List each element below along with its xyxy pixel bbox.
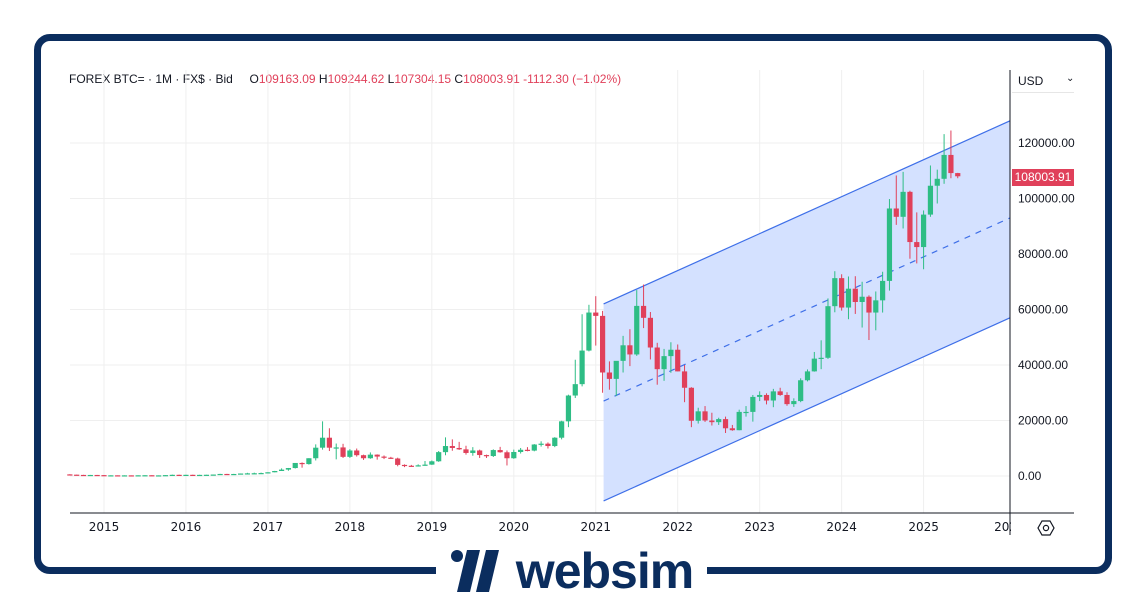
- low-label: L: [387, 72, 395, 86]
- svg-text:2020: 2020: [499, 520, 530, 534]
- websim-mark-icon: [450, 550, 499, 592]
- svg-text:120000.00: 120000.00: [1018, 136, 1075, 150]
- high-label: H: [318, 72, 328, 86]
- chevron-down-icon: ⌄: [1066, 73, 1075, 84]
- close-label: C: [454, 72, 464, 86]
- svg-text:2023: 2023: [744, 520, 775, 534]
- svg-text:2018: 2018: [335, 520, 366, 534]
- svg-text:2017: 2017: [253, 520, 284, 534]
- open-value: 109163.09: [258, 72, 316, 86]
- svg-text:2016: 2016: [171, 520, 202, 534]
- svg-text:0.00: 0.00: [1018, 469, 1042, 483]
- svg-text:2025: 2025: [908, 520, 939, 534]
- open-label: O: [249, 72, 259, 86]
- currency-selector[interactable]: USD ⌄: [1012, 68, 1074, 93]
- svg-text:2024: 2024: [826, 520, 857, 534]
- symbol-legend: FOREX BTC= · 1M · FX$ · Bid O109163.09 H…: [69, 72, 622, 86]
- low-value: 107304.15: [394, 72, 452, 86]
- svg-text:2019: 2019: [417, 520, 448, 534]
- close-value: 108003.91: [463, 72, 520, 86]
- svg-text:80000.00: 80000.00: [1018, 247, 1068, 261]
- svg-text:20000.00: 20000.00: [1018, 414, 1068, 428]
- svg-text:60000.00: 60000.00: [1018, 303, 1068, 317]
- svg-text:2015: 2015: [89, 520, 120, 534]
- brand-name: websim: [515, 543, 694, 599]
- source: FX$: [182, 72, 205, 86]
- svg-text:2022: 2022: [662, 520, 693, 534]
- currency-label: USD: [1018, 74, 1044, 88]
- websim-logo: websim: [436, 540, 707, 602]
- last-price-tag: 108003.91: [1012, 169, 1074, 186]
- change-value: -1112.30 (−1.02%): [523, 72, 622, 86]
- interval[interactable]: 1M: [155, 72, 173, 86]
- svg-text:100000.00: 100000.00: [1018, 192, 1075, 206]
- price-type: Bid: [215, 72, 233, 86]
- svg-text:2021: 2021: [580, 520, 611, 534]
- settings-icon[interactable]: [1036, 518, 1056, 538]
- svg-text:40000.00: 40000.00: [1018, 358, 1068, 372]
- symbol-name[interactable]: FOREX BTC=: [69, 72, 145, 86]
- high-value: 109244.62: [327, 72, 385, 86]
